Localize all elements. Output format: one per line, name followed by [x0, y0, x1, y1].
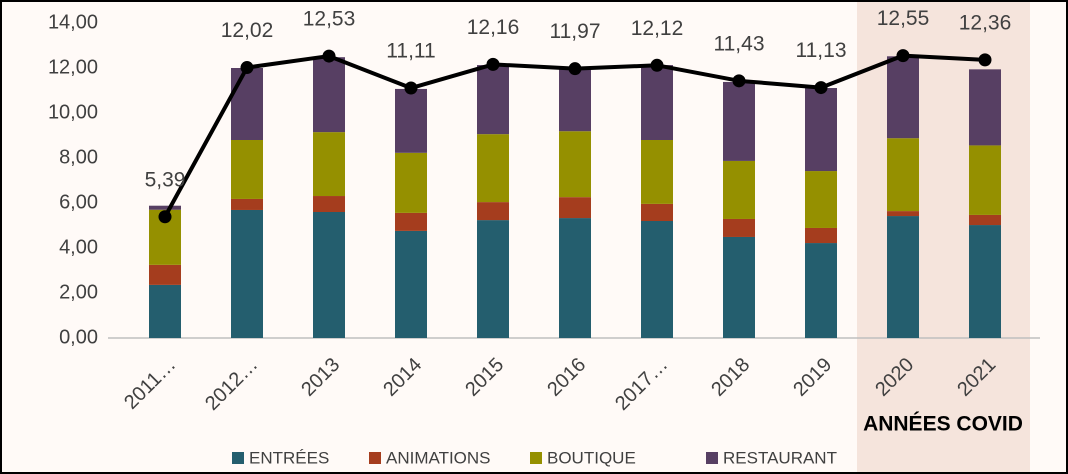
line-point: [240, 61, 254, 75]
legend-swatch: [706, 452, 718, 464]
legend-swatch: [369, 452, 381, 464]
bar-segment: [969, 69, 1001, 146]
data-label: 12,53: [303, 8, 356, 31]
data-label: 11,13: [796, 39, 847, 62]
line-point: [322, 49, 336, 63]
bar-segment: [149, 264, 181, 285]
bar-segment: [477, 202, 509, 221]
legend-label: ANIMATIONS: [386, 448, 491, 467]
data-label: 12,36: [959, 11, 1012, 34]
bar-segment: [559, 218, 591, 338]
line-point: [568, 62, 582, 76]
bar-segment: [723, 81, 755, 161]
line-point: [732, 74, 746, 88]
bar-segment: [723, 160, 755, 219]
y-tick-label: 4,00: [59, 236, 98, 258]
bar-segment: [477, 65, 509, 135]
bar-segment: [149, 284, 181, 338]
bar-segment: [641, 203, 673, 221]
bar-segment: [887, 211, 919, 217]
bar-segment: [395, 88, 427, 153]
bar-segment: [969, 225, 1001, 338]
bar-segment: [805, 88, 837, 172]
legend-label: BOUTIQUE: [547, 448, 636, 467]
data-label: 5,39: [145, 168, 186, 191]
bar-segment: [641, 221, 673, 338]
bar-segment: [149, 205, 181, 210]
bar-segment: [559, 197, 591, 219]
line-point: [158, 210, 172, 224]
bar-segment: [395, 152, 427, 213]
y-tick-label: 10,00: [48, 101, 98, 123]
annotation: ANNÉES COVID: [863, 413, 1023, 436]
data-label: 12,02: [221, 19, 274, 42]
bar-segment: [231, 209, 263, 338]
bar-segment: [395, 230, 427, 338]
line-point: [486, 57, 500, 71]
bar-segment: [969, 214, 1001, 226]
bar-segment: [231, 198, 263, 210]
bar-segment: [313, 57, 345, 133]
y-tick-label: 2,00: [59, 281, 98, 303]
bar-segment: [805, 171, 837, 228]
line-point: [896, 49, 910, 63]
bar-segment: [395, 212, 427, 231]
y-tick-label: 14,00: [48, 11, 98, 33]
bar-segment: [723, 218, 755, 237]
y-tick-label: 6,00: [59, 191, 98, 213]
bar-segment: [641, 140, 673, 204]
legend-swatch: [232, 452, 244, 464]
data-label: 12,55: [877, 7, 930, 30]
line-point: [404, 81, 418, 95]
bar-segment: [559, 131, 591, 198]
data-label: 12,12: [631, 17, 684, 40]
legend-swatch: [530, 452, 542, 464]
bar-segment: [805, 243, 837, 338]
bar-segment: [231, 140, 263, 199]
line-point: [814, 81, 828, 95]
y-tick-label: 0,00: [59, 326, 98, 348]
legend-label: ENTRÉES: [249, 448, 329, 467]
bar-segment: [641, 65, 673, 140]
data-label: 11,43: [714, 32, 765, 55]
bar-segment: [723, 236, 755, 338]
covid-highlight: [857, 2, 1030, 472]
legend-label: RESTAURANT: [723, 448, 837, 467]
line-point: [978, 53, 992, 67]
bar-segment: [887, 216, 919, 338]
line-point: [650, 58, 664, 72]
data-label: 11,11: [386, 40, 435, 63]
bar-segment: [231, 68, 263, 140]
bar-segment: [313, 196, 345, 212]
y-tick-label: 12,00: [48, 56, 98, 78]
bar-segment: [477, 134, 509, 203]
bar-segment: [887, 56, 919, 139]
bar-segment: [559, 68, 591, 132]
y-tick-label: 8,00: [59, 146, 98, 168]
data-label: 11,97: [550, 20, 601, 43]
bar-segment: [805, 227, 837, 244]
bar-segment: [313, 212, 345, 338]
bar-segment: [969, 145, 1001, 215]
bar-segment: [477, 220, 509, 338]
bar-segment: [887, 138, 919, 212]
data-label: 12,16: [467, 16, 520, 39]
bar-segment: [313, 132, 345, 197]
